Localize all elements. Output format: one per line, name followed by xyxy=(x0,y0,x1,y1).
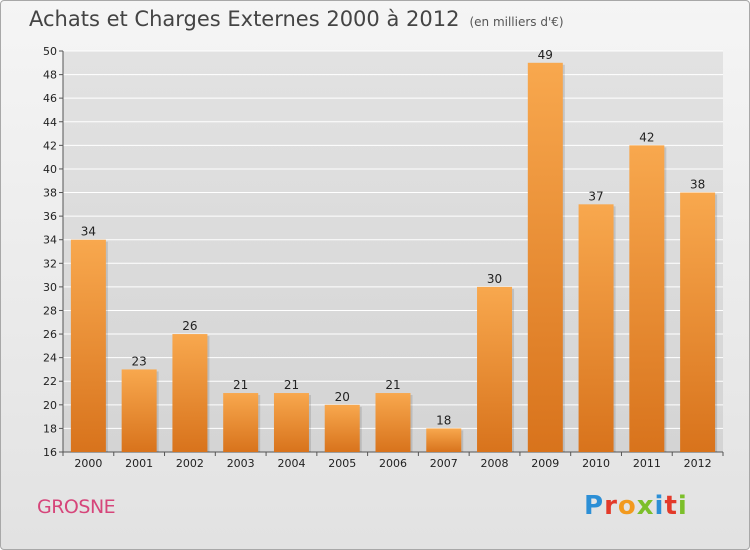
y-tick-label: 26 xyxy=(43,328,57,341)
x-tick-label: 2007 xyxy=(430,457,458,470)
bar xyxy=(70,239,106,452)
bar-value-label: 23 xyxy=(132,354,147,368)
bar xyxy=(273,393,309,452)
y-tick-label: 40 xyxy=(43,163,57,176)
x-tick-label: 2006 xyxy=(379,457,407,470)
x-tick-label: 2008 xyxy=(481,457,509,470)
x-tick-label: 2003 xyxy=(227,457,255,470)
chart-title: Achats et Charges Externes 2000 à 2012 (e… xyxy=(29,7,564,31)
bar-value-label: 18 xyxy=(436,413,451,427)
logo-letter: t xyxy=(664,491,678,521)
logo-letter: i xyxy=(654,491,665,521)
bar xyxy=(477,286,513,452)
bar-value-label: 49 xyxy=(538,48,553,62)
bar-value-label: 21 xyxy=(233,378,248,392)
logo-letter: i xyxy=(677,491,688,521)
logo-letter: r xyxy=(604,491,618,521)
y-tick-label: 22 xyxy=(43,375,57,388)
bar-value-label: 20 xyxy=(335,390,350,404)
bar-value-label: 21 xyxy=(385,378,400,392)
bar xyxy=(680,192,716,452)
bar-value-label: 42 xyxy=(639,130,654,144)
bar-value-label: 21 xyxy=(284,378,299,392)
bar xyxy=(121,369,157,452)
y-tick-label: 38 xyxy=(43,187,57,200)
bar xyxy=(324,404,360,452)
bar-value-label: 38 xyxy=(690,178,705,192)
y-tick-label: 32 xyxy=(43,257,57,270)
logo-letter: x xyxy=(636,491,655,521)
logo-letter: P xyxy=(584,491,605,521)
proxiti-logo: Proxiti xyxy=(584,491,688,521)
x-tick-label: 2004 xyxy=(277,457,305,470)
y-tick-label: 30 xyxy=(43,281,57,294)
bar-value-label: 30 xyxy=(487,272,502,286)
x-tick-label: 2000 xyxy=(74,457,102,470)
bar-value-label: 37 xyxy=(588,189,603,203)
bar xyxy=(172,334,208,452)
y-tick-label: 36 xyxy=(43,210,57,223)
bar xyxy=(578,204,614,452)
x-tick-label: 2002 xyxy=(176,457,204,470)
y-tick-label: 48 xyxy=(43,69,57,82)
y-tick-label: 24 xyxy=(43,352,57,365)
x-tick-label: 2012 xyxy=(684,457,712,470)
bar xyxy=(223,393,259,452)
x-tick-label: 2010 xyxy=(582,457,610,470)
bar-value-label: 26 xyxy=(182,319,197,333)
bar-value-label: 34 xyxy=(81,225,96,239)
bar xyxy=(527,62,563,452)
y-tick-label: 18 xyxy=(43,422,57,435)
x-tick-label: 2005 xyxy=(328,457,356,470)
x-tick-label: 2001 xyxy=(125,457,153,470)
bar xyxy=(629,145,665,452)
y-tick-label: 28 xyxy=(43,304,57,317)
y-tick-label: 16 xyxy=(43,446,57,459)
commune-name: GROSNE xyxy=(37,496,116,518)
y-tick-label: 44 xyxy=(43,116,57,129)
logo-letter: o xyxy=(617,491,637,521)
title-text: Achats et Charges Externes 2000 à 2012 xyxy=(29,7,460,31)
x-tick-label: 2011 xyxy=(633,457,661,470)
y-tick-label: 50 xyxy=(43,45,57,58)
plot-area: 16 18 20 22 24 26 28 30 32 34 36 38 40 42 44 46 48 50 34 20… xyxy=(43,45,724,470)
y-tick-label: 46 xyxy=(43,92,57,105)
chart-subtitle: (en milliers d'€) xyxy=(469,15,564,29)
bar xyxy=(375,393,411,452)
bar xyxy=(426,428,462,452)
y-tick-label: 20 xyxy=(43,399,57,412)
x-tick-label: 2009 xyxy=(531,457,559,470)
y-tick-label: 34 xyxy=(43,234,57,247)
y-tick-label: 42 xyxy=(43,139,57,152)
